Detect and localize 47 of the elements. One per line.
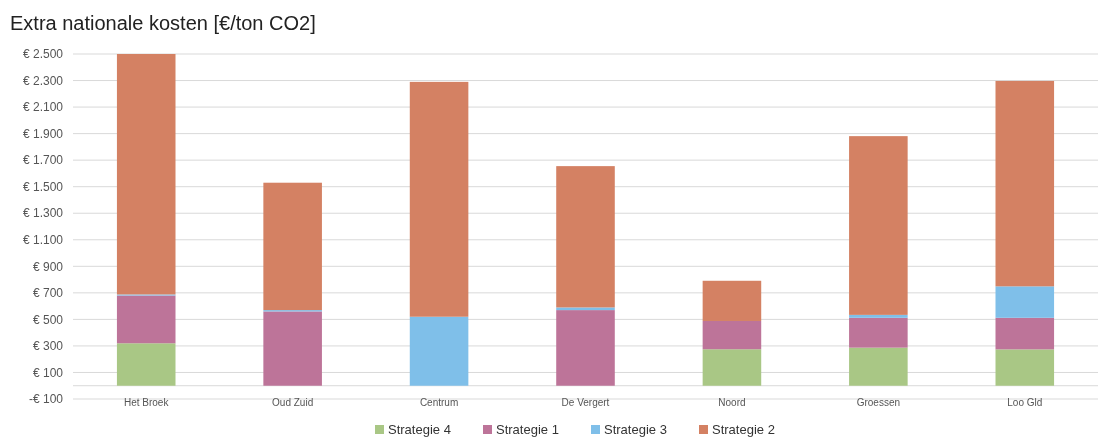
y-tick-label: € 700: [32, 286, 64, 301]
y-tick-label: € 2.500: [22, 47, 64, 62]
legend-label: Strategie 1: [496, 422, 559, 437]
x-tick-label: Noord: [718, 397, 746, 408]
y-tick-label: € 1.900: [22, 126, 64, 141]
bar: [409, 316, 469, 386]
y-tick-label: € 1.100: [22, 232, 64, 247]
y-tick-label: € 100: [32, 365, 64, 380]
y-tick-label: € 1.700: [22, 153, 64, 168]
legend-label: Strategie 2: [712, 422, 775, 437]
chart-title: Extra nationale kosten [€/ton CO2]: [10, 12, 316, 34]
bar: [995, 80, 1055, 287]
bar: [116, 295, 176, 344]
bar: [849, 314, 908, 318]
bar: [702, 349, 762, 386]
bar: [263, 311, 322, 386]
x-tick-label: De Vergert: [561, 397, 610, 408]
y-tick-label: € 500: [32, 312, 64, 327]
bar: [849, 136, 908, 315]
bar: [409, 81, 469, 317]
y-tick-label: € 1.300: [22, 206, 64, 221]
x-tick-label: Het Broek: [123, 397, 170, 408]
y-tick-label: € 2.100: [22, 100, 64, 115]
y-tick-label: € 900: [32, 259, 64, 274]
bar: [702, 320, 762, 350]
y-tick-label: -€ 100: [28, 392, 64, 407]
bar: [995, 317, 1055, 350]
y-tick-label: € 2.300: [22, 73, 64, 88]
bar: [556, 307, 615, 311]
x-tick-label: Centrum: [419, 397, 459, 408]
y-tick-label: € 1.500: [22, 179, 64, 194]
legend-label: Strategie 4: [388, 422, 451, 437]
bar: [556, 166, 615, 308]
x-tick-label: Loo Gld: [1007, 397, 1043, 408]
bar: [849, 317, 908, 348]
x-tick-label: Oud Zuid: [272, 397, 314, 408]
legend-label: Strategie 3: [604, 422, 667, 437]
bar: [263, 182, 322, 311]
y-tick-label: € 300: [32, 339, 64, 354]
bar: [849, 347, 908, 386]
bar: [995, 286, 1055, 318]
bar: [556, 310, 615, 386]
bar: [995, 349, 1055, 386]
x-tick-label: Groessen: [856, 397, 901, 408]
bar: [702, 280, 762, 321]
bar: [116, 54, 176, 295]
bar: [116, 343, 176, 386]
